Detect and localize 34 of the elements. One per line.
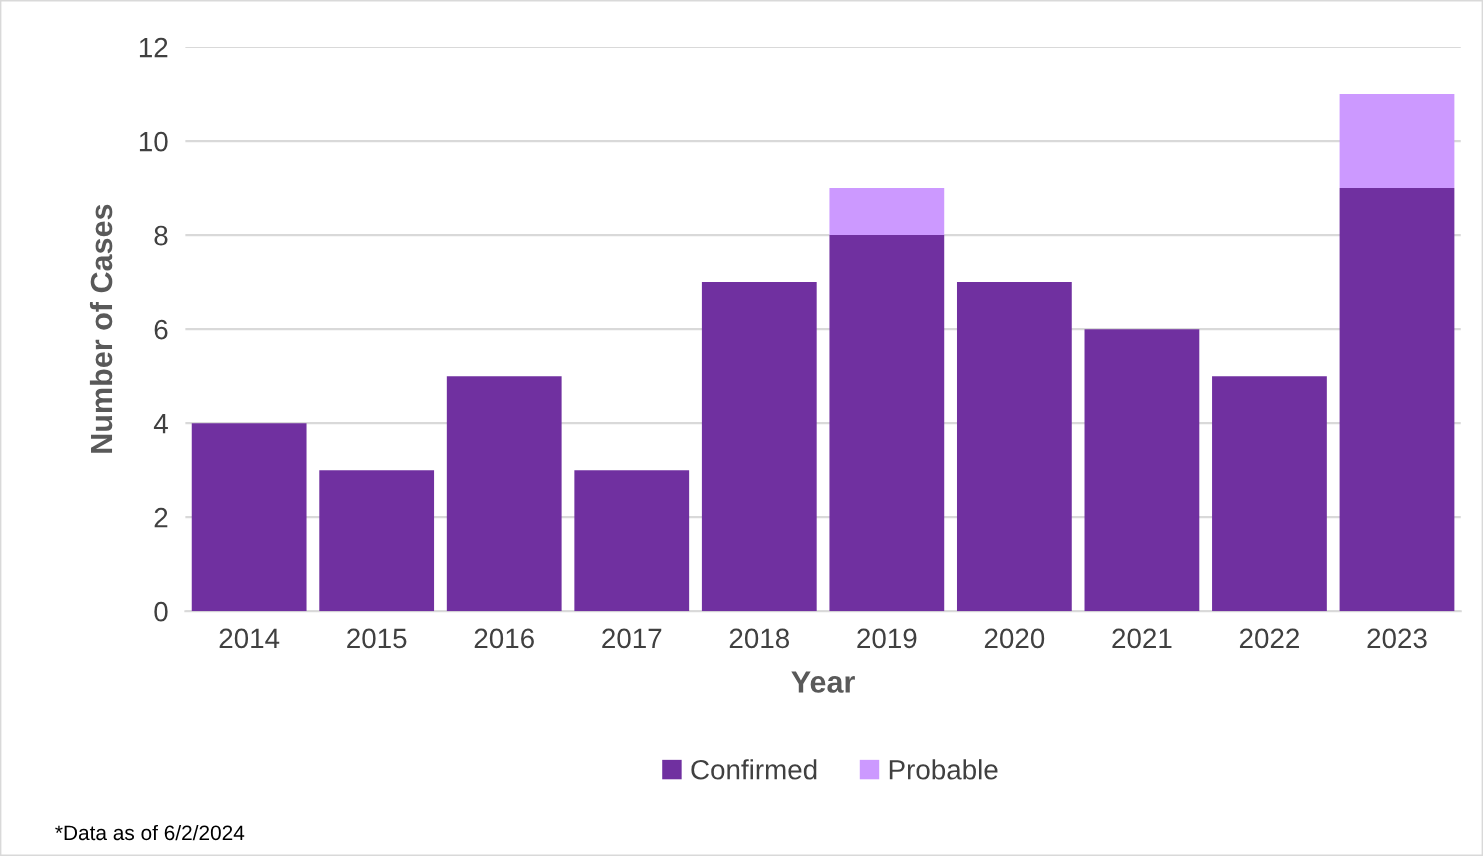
bar xyxy=(191,423,307,612)
y-tick-label: 6 xyxy=(154,319,168,340)
y-tick-label: 2 xyxy=(154,507,168,528)
bar xyxy=(1339,94,1455,189)
x-tick-label: 2014 xyxy=(219,628,280,649)
bar xyxy=(701,282,817,612)
x-tick-label: 2018 xyxy=(729,628,789,649)
x-axis-title: Year xyxy=(791,671,855,693)
text: *Data as of 6/2/2024 xyxy=(55,824,245,841)
x-tick-label: 2019 xyxy=(857,628,917,649)
x-tick-label: 2023 xyxy=(1367,628,1427,649)
y-tick-label: 0 xyxy=(154,601,168,622)
x-tick-label: 2020 xyxy=(984,628,1045,649)
y-axis-title: Number of Cases xyxy=(89,204,113,453)
y-tick-label: 12 xyxy=(139,37,168,58)
x-tick-label: 2022 xyxy=(1239,628,1299,649)
y-tick-label: 10 xyxy=(139,131,168,152)
x-tick-label: 2021 xyxy=(1112,628,1172,649)
bar xyxy=(829,235,945,612)
bar xyxy=(319,470,435,612)
x-tick-label: 2017 xyxy=(602,628,662,649)
bar xyxy=(956,282,1072,612)
bar xyxy=(574,470,690,612)
bar xyxy=(829,188,945,236)
bar xyxy=(1084,329,1200,612)
bar xyxy=(1212,376,1327,612)
bar xyxy=(446,376,562,612)
y-tick-label: 8 xyxy=(154,225,168,246)
legend-label: Probable xyxy=(889,759,998,780)
x-tick-label: 2016 xyxy=(474,628,534,649)
y-tick-label: 4 xyxy=(153,414,168,434)
bar xyxy=(1339,188,1455,612)
legend-label: Confirmed xyxy=(691,759,817,780)
x-tick-label: 2015 xyxy=(347,628,407,649)
